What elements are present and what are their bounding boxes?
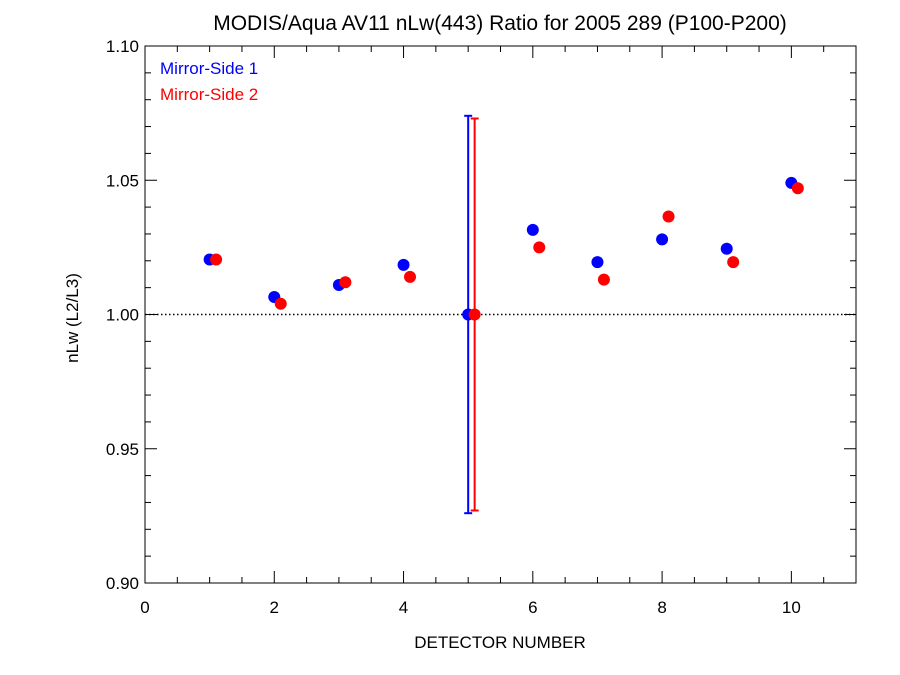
- data-point-series-2: [339, 276, 352, 289]
- legend: Mirror-Side 1 Mirror-Side 2: [160, 59, 258, 104]
- data-point-series-2: [791, 182, 804, 195]
- data-point-series-1: [397, 258, 410, 271]
- data-point-series-2: [662, 210, 675, 223]
- x-tick-label: 4: [399, 598, 408, 617]
- x-tick-label: 8: [657, 598, 666, 617]
- legend-entry-mirror-side-2: Mirror-Side 2: [160, 85, 258, 104]
- x-tick-label: 6: [528, 598, 537, 617]
- x-axis-label: DETECTOR NUMBER: [414, 633, 586, 652]
- y-tick-label: 1.00: [106, 306, 139, 325]
- chart-title: MODIS/Aqua AV11 nLw(443) Ratio for 2005 …: [213, 12, 787, 35]
- data-point-series-1: [526, 223, 539, 236]
- data-point-series-1: [656, 233, 669, 246]
- data-points: [203, 176, 804, 321]
- y-tick-label: 1.05: [106, 171, 139, 190]
- x-tick-label: 2: [270, 598, 279, 617]
- data-point-series-2: [274, 297, 287, 310]
- x-tick-label: 10: [782, 598, 801, 617]
- y-tick-label: 1.10: [106, 37, 139, 56]
- y-tick-label: 0.90: [106, 574, 139, 593]
- data-point-series-2: [533, 241, 546, 254]
- y-tick-label: 0.95: [106, 440, 139, 459]
- data-point-series-2: [468, 308, 481, 321]
- data-point-series-2: [597, 273, 610, 286]
- legend-entry-mirror-side-1: Mirror-Side 1: [160, 59, 258, 78]
- data-point-series-2: [404, 270, 417, 283]
- axis-ticks: [144, 45, 857, 584]
- data-point-series-2: [727, 256, 740, 269]
- data-point-series-2: [210, 253, 223, 266]
- data-point-series-1: [720, 242, 733, 255]
- data-point-series-1: [591, 256, 604, 269]
- x-tick-label: 0: [140, 598, 149, 617]
- y-axis-label: nLw (L2/L3): [63, 273, 82, 363]
- axis-tick-labels: 0 2 4 6 8 10 0.90 0.95 1.00 1.05 1.10: [106, 37, 801, 617]
